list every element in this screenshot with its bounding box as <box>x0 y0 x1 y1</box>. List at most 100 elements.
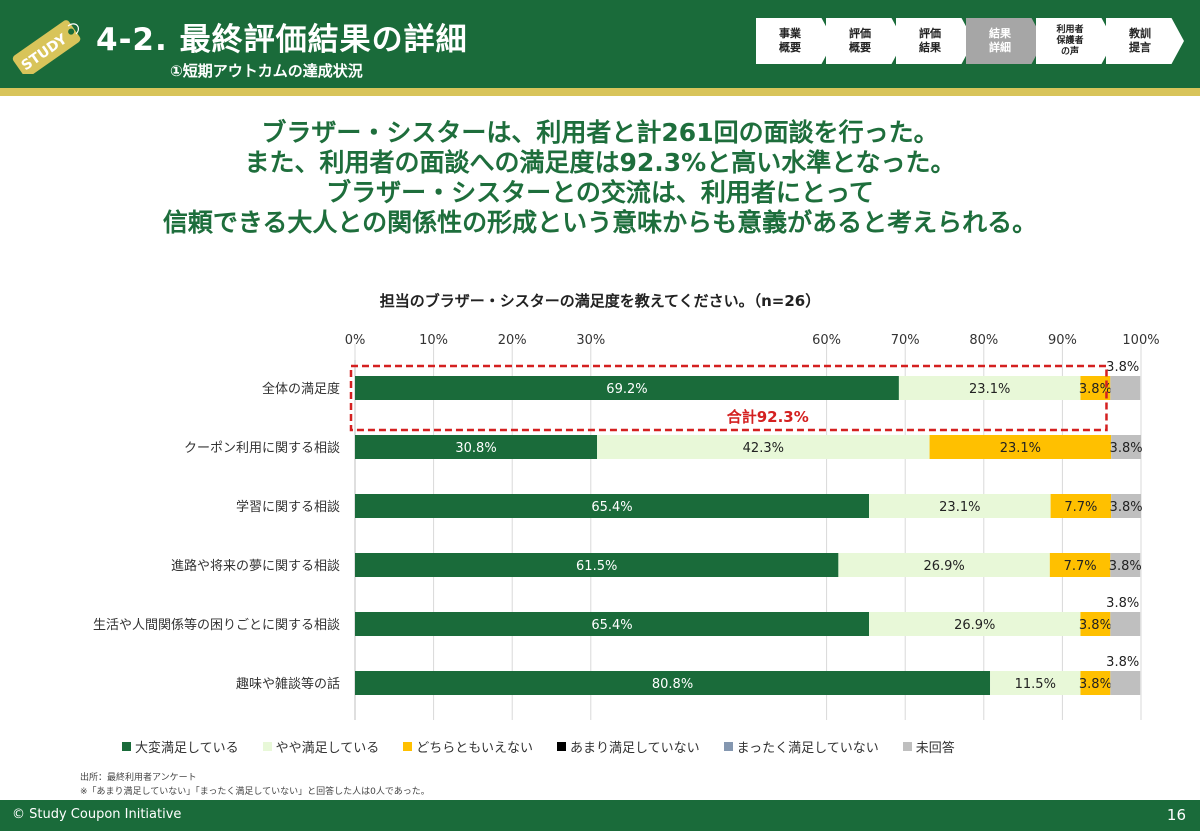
bar-segment <box>1110 376 1141 400</box>
legend-item: あまり満足していない <box>557 737 700 756</box>
category-label: 生活や人間関係等の困りごとに関する相談 <box>93 617 340 633</box>
step-kekka-shosai[interactable]: 結果 詳細 <box>966 18 1044 64</box>
legend-swatch <box>403 742 413 751</box>
data-label: 69.2% <box>606 382 647 397</box>
x-tick-label: 60% <box>812 333 841 348</box>
bar-segment <box>990 671 1081 695</box>
headline-line: 信頼できる大人との関係性の形成という意味からも意義があると考えられる。 <box>162 208 1038 237</box>
data-label: 61.5% <box>576 559 617 574</box>
step-jigyo-gaiyo[interactable]: 事業 概要 <box>756 18 834 64</box>
legend-swatch <box>902 742 912 751</box>
headline-line: ブラザー・シスターは、利用者と計261回の面談を行った。 <box>261 118 939 147</box>
headline-line: また、利用者の面談への満足度は92.3%と高い水準となった。 <box>244 148 956 177</box>
legend-item: 大変満足している <box>122 737 239 756</box>
data-label: 65.4% <box>591 618 632 633</box>
step-user-voice[interactable]: 利用者 保護者 の声 <box>1036 18 1114 64</box>
stacked-bar-chart: 0% 10% 20% 30% 60% 70% 80% 90% 100% 全体の満足度 69.2% 23… <box>93 333 1160 720</box>
legend-swatch <box>262 742 272 751</box>
chart-title: 担当のブラザー・シスターの満足度を教えてください。（n=26） <box>379 292 821 310</box>
source-note: 出所：最終利用者アンケート <box>80 773 197 783</box>
legend-swatch <box>122 742 131 751</box>
category-label: クーポン利用に関する相談 <box>184 440 340 456</box>
data-label: 3.8% <box>1109 559 1142 574</box>
legend-swatch <box>723 742 733 751</box>
data-label: 30.8% <box>455 441 496 456</box>
legend-label: 大変満足している <box>135 741 239 756</box>
legend-item: まったく満足していない <box>723 737 879 756</box>
category-label: 進路や将来の夢に関する相談 <box>171 558 340 574</box>
bar-segment <box>929 435 1112 459</box>
data-label: 11.5% <box>1015 677 1056 692</box>
data-label: 3.8% <box>1079 677 1112 692</box>
header-accent-bar <box>0 88 1200 96</box>
category-label: 趣味や雑談等の話 <box>236 676 340 692</box>
bar-segment <box>869 612 1081 636</box>
headline: ブラザー・シスターは、利用者と計261回の面談を行った。 また、利用者の面談への… <box>0 118 1200 238</box>
x-tick-label: 70% <box>891 333 920 348</box>
bar-segment <box>597 435 930 459</box>
bar-segment <box>838 553 1050 577</box>
bar-segment <box>898 376 1081 400</box>
data-label: 26.9% <box>923 559 964 574</box>
bar-segment <box>1080 671 1111 695</box>
data-label: 7.7% <box>1064 500 1097 515</box>
bar-segment <box>1080 612 1111 636</box>
data-label: 23.1% <box>939 500 980 515</box>
step-kyokun-teigen[interactable]: 教訓 提言 <box>1106 18 1184 64</box>
legend-label: どちらともいえない <box>416 741 533 756</box>
bar-segment <box>355 435 598 459</box>
data-label: 42.3% <box>743 441 784 456</box>
step-hyoka-gaiyo[interactable]: 評価 概要 <box>826 18 904 64</box>
x-tick-label: 10% <box>419 333 448 348</box>
data-label: 3.8% <box>1106 655 1139 670</box>
x-tick-label: 20% <box>498 333 527 348</box>
data-label: 3.8% <box>1110 500 1143 515</box>
footnote: ※「あまり満足していない」「まったく満足していない」と回答した人は0人であった。 <box>80 787 430 797</box>
bar-segment <box>1111 435 1141 459</box>
page-subtitle: ①短期アウトカムの達成状況 <box>170 62 363 80</box>
legend-item: どちらともいえない <box>403 737 533 756</box>
legend-swatch <box>557 742 566 751</box>
legend-label: 未回答 <box>915 741 955 756</box>
data-label: 3.8% <box>1106 596 1139 611</box>
bar-segment <box>355 612 870 636</box>
data-label: 80.8% <box>652 677 693 692</box>
total-annotation: 合計92.3% <box>726 408 809 426</box>
bar-segment <box>355 376 899 400</box>
category-label: 学習に関する相談 <box>236 499 340 515</box>
x-tick-label: 100% <box>1122 333 1159 348</box>
data-label: 3.8% <box>1110 441 1143 456</box>
bar-segment <box>1110 671 1141 695</box>
total-highlight-box <box>349 364 1108 432</box>
bar-segment <box>355 671 991 695</box>
chart-legend: 大変満足している やや満足している どちらともいえない あまり満足していない まったく満… <box>122 737 979 756</box>
legend-label: やや満足している <box>275 741 380 756</box>
x-tick-label: 90% <box>1048 333 1077 348</box>
bar-segment <box>355 553 839 577</box>
x-tick-label: 80% <box>969 333 998 348</box>
data-label: 23.1% <box>1000 441 1041 456</box>
page-title: 4-2. 最終評価結果の詳細 <box>96 22 468 58</box>
copyright: © Study Coupon Initiative <box>12 807 182 822</box>
step-hyoka-kekka[interactable]: 評価 結果 <box>896 18 974 64</box>
x-tick-label: 30% <box>576 333 605 348</box>
bar-segment <box>1110 612 1141 636</box>
page-number: 16 <box>1166 806 1186 824</box>
bar-segment <box>1111 494 1141 518</box>
study-tag-icon: STUDY <box>12 20 81 74</box>
category-label: 全体の満足度 <box>262 381 340 397</box>
bar-segment <box>1050 494 1112 518</box>
bar-segment <box>355 494 870 518</box>
header-bar: STUDY 4-2. 最終評価結果の詳細 ①短期アウトカムの達成状況 事業 概要… <box>0 0 1200 88</box>
data-label: 3.8% <box>1079 618 1112 633</box>
footer-bar: © Study Coupon Initiative 16 <box>0 800 1200 831</box>
bar-segment <box>1049 553 1111 577</box>
headline-line: ブラザー・シスターとの交流は、利用者にとって <box>326 178 874 207</box>
data-label: 7.7% <box>1064 559 1097 574</box>
bar-segment <box>869 494 1051 518</box>
data-label: 26.9% <box>954 618 995 633</box>
data-label: 65.4% <box>591 500 632 515</box>
data-label: 23.1% <box>969 382 1010 397</box>
data-label: 3.8% <box>1079 382 1112 397</box>
legend-item: やや満足している <box>262 737 380 756</box>
